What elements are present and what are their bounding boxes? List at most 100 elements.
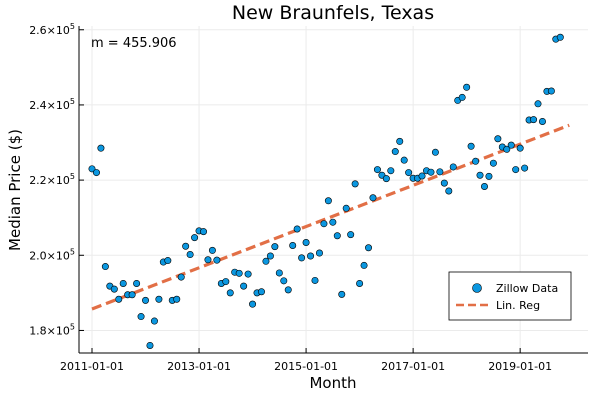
data-point (155, 295, 163, 303)
data-point (173, 295, 181, 303)
data-point (365, 244, 373, 252)
data-point (503, 145, 511, 153)
data-point (538, 117, 546, 125)
data-point (115, 295, 123, 303)
data-point (186, 251, 194, 259)
data-point (489, 159, 497, 167)
data-point (387, 167, 395, 175)
y-tick-label: 2.4×105 (29, 97, 75, 112)
data-point (507, 141, 515, 149)
x-axis-title: Month (309, 374, 356, 392)
data-point (373, 166, 381, 174)
x-tick-label: 2013-01-01 (167, 360, 231, 373)
data-point (146, 341, 154, 349)
data-point (458, 93, 466, 101)
data-point (436, 168, 444, 176)
data-point (360, 261, 368, 269)
data-point (137, 313, 145, 321)
y-tick-exponent: 5 (70, 247, 75, 256)
data-point (182, 242, 190, 250)
data-point (405, 169, 413, 177)
data-point (431, 148, 439, 156)
plot-frame (78, 26, 588, 354)
data-point (289, 242, 297, 250)
data-point (262, 257, 270, 265)
data-point (92, 169, 100, 177)
data-point (311, 276, 319, 284)
data-point (476, 171, 484, 179)
data-point (101, 263, 109, 271)
regression-line (91, 123, 570, 311)
regression-series (91, 123, 570, 311)
y-tick-label: 2.6×105 (29, 22, 75, 37)
data-point (200, 228, 208, 236)
data-point (284, 286, 292, 294)
data-point (329, 218, 337, 226)
legend-box (448, 271, 572, 321)
data-point (320, 220, 328, 228)
data-point (382, 175, 390, 183)
y-tick-mantissa: 2.0×10 (29, 249, 70, 262)
data-point (449, 163, 457, 171)
x-tick-label: 2011-01-01 (60, 360, 124, 373)
data-point (512, 166, 520, 174)
y-tick-label: 2.2×105 (29, 172, 75, 187)
data-point (333, 232, 341, 240)
data-point (467, 142, 475, 150)
data-point (440, 179, 448, 187)
data-point (271, 243, 279, 251)
data-point (110, 285, 118, 293)
data-point (418, 172, 426, 180)
x-tick-label: 2017-01-01 (381, 360, 445, 373)
data-point (293, 225, 301, 233)
y-tick-label: 2.0×105 (29, 247, 75, 262)
data-point (315, 249, 323, 257)
data-point (133, 279, 141, 287)
data-point (266, 252, 274, 260)
y-tick-mantissa: 1.8×10 (29, 324, 70, 337)
y-tick-mantissa: 2.6×10 (29, 24, 70, 37)
legend-marker-zillow (472, 283, 482, 293)
data-point (516, 144, 524, 152)
data-point (400, 156, 408, 164)
y-tick-mantissa: 2.2×10 (29, 174, 70, 187)
y-tick-exponent: 5 (70, 172, 75, 181)
data-point (391, 148, 399, 156)
data-point (534, 100, 542, 108)
slope-annotation: m = 455.906 (91, 36, 177, 51)
data-point (324, 197, 332, 205)
data-point (88, 165, 96, 173)
data-point (142, 296, 150, 304)
y-tick-mantissa: 2.4×10 (29, 99, 70, 112)
x-tick-label: 2015-01-01 (274, 360, 338, 373)
data-point (338, 290, 346, 298)
data-point (556, 33, 564, 41)
data-point (347, 231, 355, 239)
data-point (369, 194, 377, 202)
data-point (472, 157, 480, 165)
data-point (244, 270, 252, 278)
legend-label-zillow: Zillow Data (496, 282, 558, 295)
data-point (463, 83, 471, 91)
data-point (342, 204, 350, 212)
data-point (249, 300, 257, 308)
y-tick-exponent: 5 (70, 322, 75, 331)
data-point (521, 164, 529, 172)
data-point (356, 279, 364, 287)
data-point (351, 180, 359, 188)
data-point (208, 246, 216, 254)
data-point (485, 172, 493, 180)
data-point (257, 288, 265, 296)
data-point (222, 278, 230, 286)
x-tick-label: 2019-01-01 (488, 360, 552, 373)
grid (79, 26, 588, 353)
data-point (307, 252, 315, 260)
scatter-series (88, 33, 564, 349)
data-point (494, 135, 502, 143)
data-point (480, 182, 488, 190)
legend: Zillow Data Lin. Reg (448, 271, 572, 321)
y-tick-label: 1.8×105 (29, 322, 75, 337)
